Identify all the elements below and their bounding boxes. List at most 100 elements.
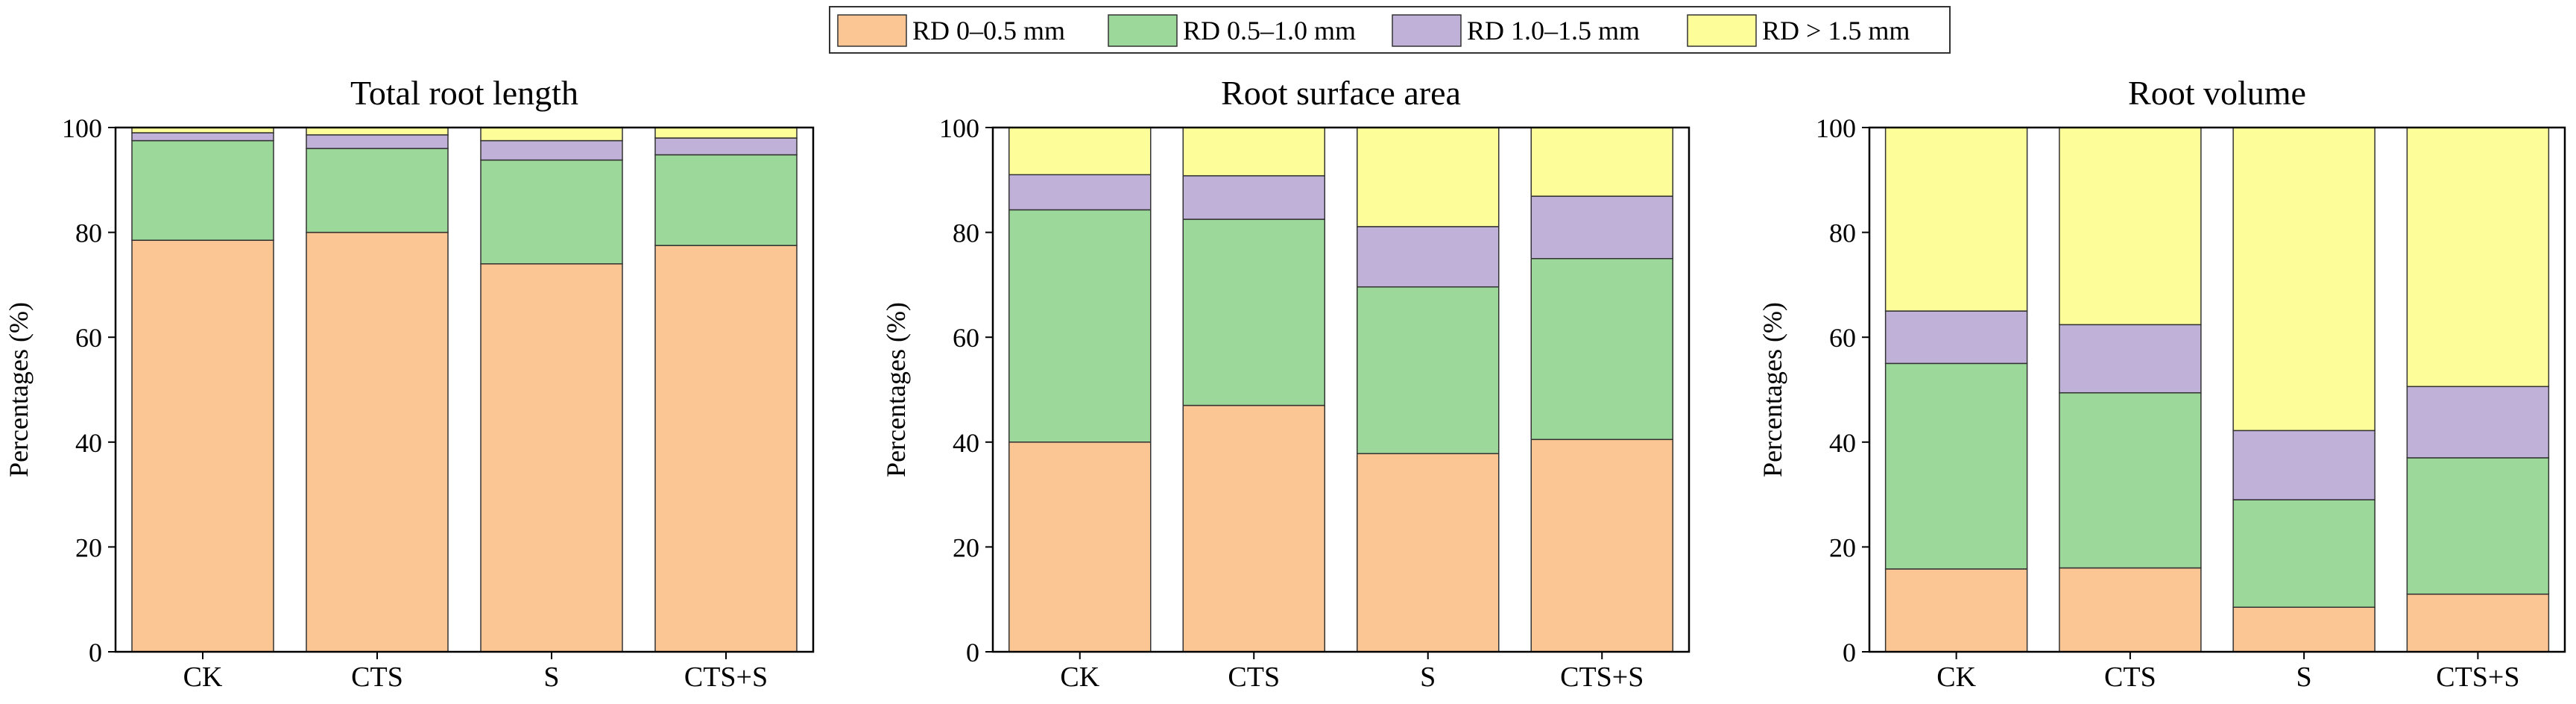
bar-segment-ck-rd-1-0-1-5-mm <box>131 132 274 142</box>
y-axis-label: Percentages (%) <box>4 302 34 477</box>
y-tick-label: 20 <box>1829 532 1856 562</box>
x-tick-label: CTS <box>1228 661 1280 693</box>
legend-swatch <box>1392 14 1462 47</box>
bar-segment-cts-rd-0-5-1-0-mm <box>306 148 449 233</box>
bar-segment-cts-rd-1-0-1-5-mm <box>306 134 449 149</box>
bars <box>1884 127 2550 653</box>
bar-segment-cts-rd-1-0-1-5-mm <box>2059 324 2202 394</box>
legend-swatch <box>837 14 907 47</box>
bar-segment-cts-s-rd-1-5-mm <box>2406 127 2550 388</box>
bar-segment-cts-s-rd-0-5-1-0-mm <box>2406 457 2550 595</box>
bars <box>131 127 798 653</box>
legend-label: RD 0–0.5 mm <box>912 16 1065 45</box>
bar-segment-cts-s-rd-1-5-mm <box>654 127 798 139</box>
bar-segment-ck-rd-0-0-5-mm <box>1884 568 2028 653</box>
bar-segment-s-rd-0-0-5-mm <box>480 263 623 653</box>
x-tick-label: CTS <box>351 661 403 693</box>
y-tick-label: 60 <box>953 323 979 353</box>
y-tick-label: 80 <box>1829 219 1856 248</box>
legend-item-rd-1-0-1-5-mm: RD 1.0–1.5 mm <box>1392 14 1640 47</box>
y-tick-label: 20 <box>953 532 979 562</box>
bar-segment-s-rd-0-0-5-mm <box>2232 606 2375 653</box>
chart-title: Root surface area <box>1221 74 1461 112</box>
x-tick-label: CK <box>1936 661 1976 693</box>
bar-segment-cts-rd-0-0-5-mm <box>306 231 449 653</box>
bar-segment-s-rd-1-5-mm <box>2232 127 2375 432</box>
plot-frame <box>991 126 1690 653</box>
bar-segment-cts-s-rd-1-0-1-5-mm <box>654 137 798 156</box>
bar-segment-cts-rd-0-5-1-0-mm <box>1182 219 1325 406</box>
x-tick-label: S <box>1420 661 1436 693</box>
bar-segment-ck-rd-1-0-1-5-mm <box>1008 174 1152 211</box>
y-tick-label: 80 <box>75 219 102 248</box>
y-tick-label: 80 <box>953 219 979 248</box>
y-tick-label: 100 <box>62 113 102 143</box>
bar-segment-cts-s-rd-1-0-1-5-mm <box>1530 195 1673 260</box>
legend-item-rd-1-5-mm: RD > 1.5 mm <box>1687 14 1910 47</box>
bars <box>1008 127 1673 653</box>
legend-label: RD 0.5–1.0 mm <box>1183 16 1356 45</box>
chart-root-volume: Root volume Percentages (%) CK CTS S CTS+S 0 20… <box>1758 74 2566 693</box>
legend-label: RD 1.0–1.5 mm <box>1467 16 1640 45</box>
x-tick-label: S <box>543 661 559 693</box>
y-tick-label: 0 <box>966 638 979 667</box>
bar-segment-ck-rd-1-5-mm <box>1884 127 2028 312</box>
bar-segment-cts-rd-1-0-1-5-mm <box>1182 175 1325 220</box>
y-tick-label: 100 <box>1816 113 1856 143</box>
bar-segment-s-rd-1-5-mm <box>480 127 623 142</box>
bar-segment-s-rd-1-0-1-5-mm <box>2232 430 2375 500</box>
bar-segment-s-rd-0-5-1-0-mm <box>1357 286 1500 455</box>
legend: RD 0–0.5 mm RD 0.5–1.0 mm RD 1.0–1.5 mm RD … <box>829 6 1951 54</box>
bar-segment-cts-rd-0-5-1-0-mm <box>2059 392 2202 569</box>
chart-root-surface-area: Root surface area Percentages (%) CK CTS S CT… <box>881 74 1690 693</box>
bar-segment-ck-rd-1-0-1-5-mm <box>1884 310 2028 365</box>
legend-swatch <box>1687 14 1757 47</box>
x-tick-label: CTS+S <box>684 661 768 693</box>
bar-segment-cts-rd-0-0-5-mm <box>1182 404 1325 653</box>
bar-segment-cts-s-rd-0-5-1-0-mm <box>654 154 798 246</box>
y-tick-label: 20 <box>75 532 102 562</box>
x-tick-label: CTS+S <box>2436 661 2519 693</box>
y-tick-label: 40 <box>953 428 979 458</box>
bar-segment-cts-s-rd-1-5-mm <box>1530 127 1673 197</box>
chart-panels: Total root length Percentages (%) CK CTS S CT… <box>4 74 2566 693</box>
bar-segment-cts-rd-0-0-5-mm <box>2059 567 2202 653</box>
bar-segment-s-rd-1-5-mm <box>1357 127 1500 227</box>
plot-frame <box>114 126 815 653</box>
bar-segment-cts-s-rd-0-0-5-mm <box>654 245 798 653</box>
bar-segment-cts-s-rd-0-0-5-mm <box>1530 439 1673 653</box>
bar-segment-cts-s-rd-1-0-1-5-mm <box>2406 386 2550 459</box>
x-tick-label: CTS <box>2104 661 2156 693</box>
bar-segment-ck-rd-0-5-1-0-mm <box>1008 209 1152 443</box>
bar-segment-s-rd-0-0-5-mm <box>1357 453 1500 653</box>
bar-segment-ck-rd-0-5-1-0-mm <box>131 139 274 241</box>
y-tick-label: 100 <box>939 113 979 143</box>
chart-title: Root volume <box>2128 74 2306 112</box>
bar-segment-cts-rd-1-5-mm <box>1182 127 1325 177</box>
chart-title: Total root length <box>350 74 578 112</box>
legend-item-rd-0-5-1-0-mm: RD 0.5–1.0 mm <box>1108 14 1356 47</box>
bar-segment-ck-rd-0-0-5-mm <box>1008 441 1152 653</box>
y-tick-label: 40 <box>1829 428 1856 458</box>
bar-segment-ck-rd-0-5-1-0-mm <box>1884 362 2028 570</box>
legend-swatch <box>1108 14 1178 47</box>
bar-segment-s-rd-1-0-1-5-mm <box>1357 226 1500 288</box>
bar-segment-s-rd-0-5-1-0-mm <box>480 159 623 265</box>
bar-segment-cts-s-rd-0-5-1-0-mm <box>1530 258 1673 441</box>
legend-frame <box>829 6 1951 54</box>
y-tick-label: 60 <box>75 323 102 353</box>
bar-segment-s-rd-1-0-1-5-mm <box>480 139 623 161</box>
bar-segment-cts-s-rd-0-0-5-mm <box>2406 593 2550 653</box>
bar-segment-s-rd-0-5-1-0-mm <box>2232 499 2375 608</box>
chart-total-root-length: Total root length Percentages (%) CK CTS S CT… <box>4 74 815 693</box>
y-tick-label: 60 <box>1829 323 1856 353</box>
y-axis-label: Percentages (%) <box>881 302 911 477</box>
x-tick-label: S <box>2296 661 2312 693</box>
bar-segment-cts-rd-1-5-mm <box>2059 127 2202 326</box>
legend-item-rd-0-0-5-mm: RD 0–0.5 mm <box>837 14 1065 47</box>
bar-segment-ck-rd-0-0-5-mm <box>131 239 274 653</box>
plot-frame <box>1868 126 2566 653</box>
legend-label: RD > 1.5 mm <box>1762 16 1910 45</box>
x-tick-label: CTS+S <box>1560 661 1644 693</box>
